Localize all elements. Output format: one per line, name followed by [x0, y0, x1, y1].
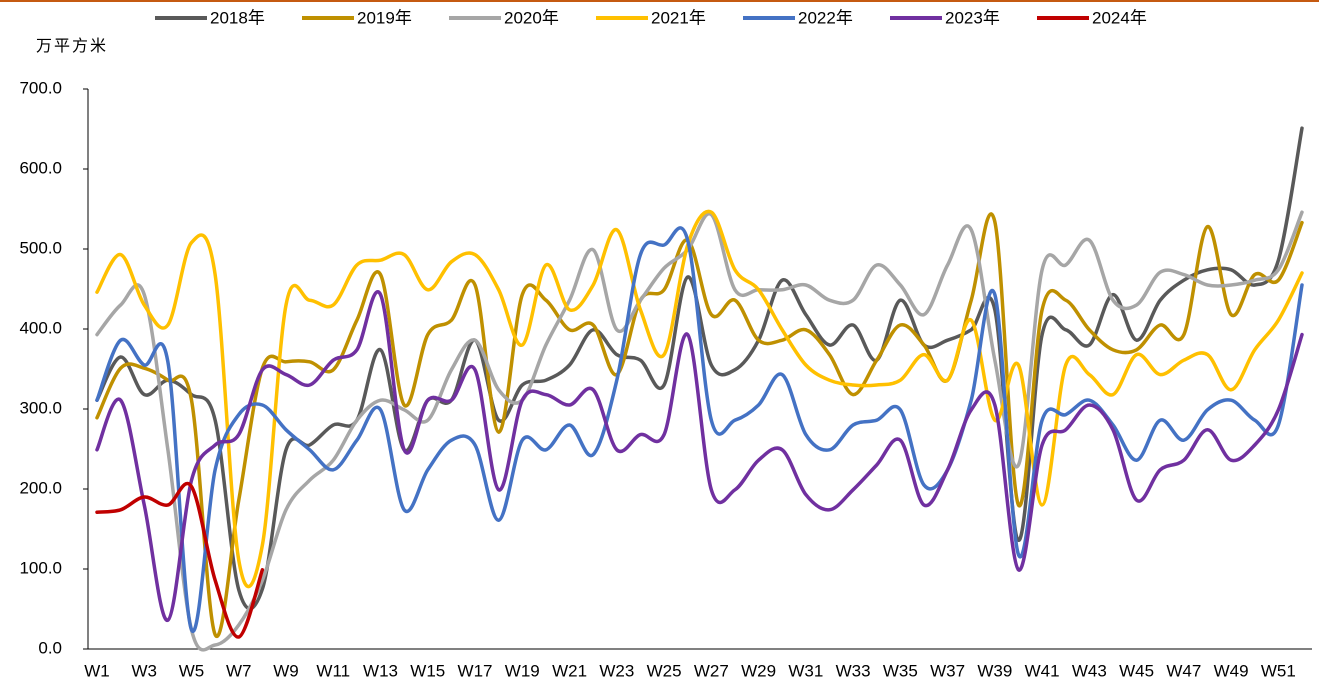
x-tick-label: W29	[741, 661, 776, 680]
legend-label: 2022年	[798, 8, 853, 27]
x-tick-label: W23	[599, 661, 634, 680]
x-tick-label: W33	[836, 661, 871, 680]
y-axis-label: 万平方米	[36, 37, 108, 55]
y-tick-label: 100.0	[19, 558, 62, 577]
y-tick-label: 700.0	[19, 78, 62, 97]
series-line	[95, 210, 1304, 652]
y-tick-label: 0.0	[38, 638, 62, 657]
legend-label: 2018年	[210, 8, 265, 27]
legend-label: 2023年	[945, 8, 1000, 27]
x-tick-label: W5	[179, 661, 205, 680]
y-tick-label: 300.0	[19, 398, 62, 417]
legend-label: 2020年	[504, 8, 559, 27]
x-tick-label: W43	[1072, 661, 1107, 680]
x-tick-label: W31	[788, 661, 823, 680]
x-tick-label: W17	[458, 661, 493, 680]
series-line	[95, 226, 1304, 634]
series-line	[95, 126, 1304, 611]
x-tick-label: W7	[226, 661, 252, 680]
x-tick-label: W11	[316, 661, 350, 680]
x-tick-label: W25	[647, 661, 682, 680]
series-line	[95, 212, 1304, 639]
x-tick-label: W1	[84, 661, 110, 680]
series-line	[95, 209, 1304, 589]
x-tick-label: W13	[363, 661, 398, 680]
x-tick-label: W39	[977, 661, 1012, 680]
series-line	[95, 481, 265, 639]
y-tick-label: 600.0	[19, 158, 62, 177]
x-tick-label: W35	[883, 661, 918, 680]
legend-label: 2024年	[1092, 8, 1147, 27]
series-line	[95, 290, 1304, 622]
y-tick-label: 200.0	[19, 478, 62, 497]
legend-label: 2019年	[357, 8, 412, 27]
x-tick-label: W9	[273, 661, 299, 680]
y-tick-label: 500.0	[19, 238, 62, 257]
x-tick-label: W51	[1261, 661, 1296, 680]
x-tick-label: W47	[1166, 661, 1201, 680]
x-tick-label: W3	[132, 661, 158, 680]
x-tick-label: W15	[410, 661, 445, 680]
x-tick-label: W45	[1119, 661, 1154, 680]
x-tick-label: W21	[552, 661, 587, 680]
x-tick-label: W49	[1214, 661, 1249, 680]
x-tick-label: W41	[1025, 661, 1060, 680]
x-tick-label: W19	[505, 661, 540, 680]
y-tick-label: 400.0	[19, 318, 62, 337]
x-tick-label: W27	[694, 661, 729, 680]
x-tick-label: W37	[930, 661, 965, 680]
legend-label: 2021年	[651, 8, 706, 27]
